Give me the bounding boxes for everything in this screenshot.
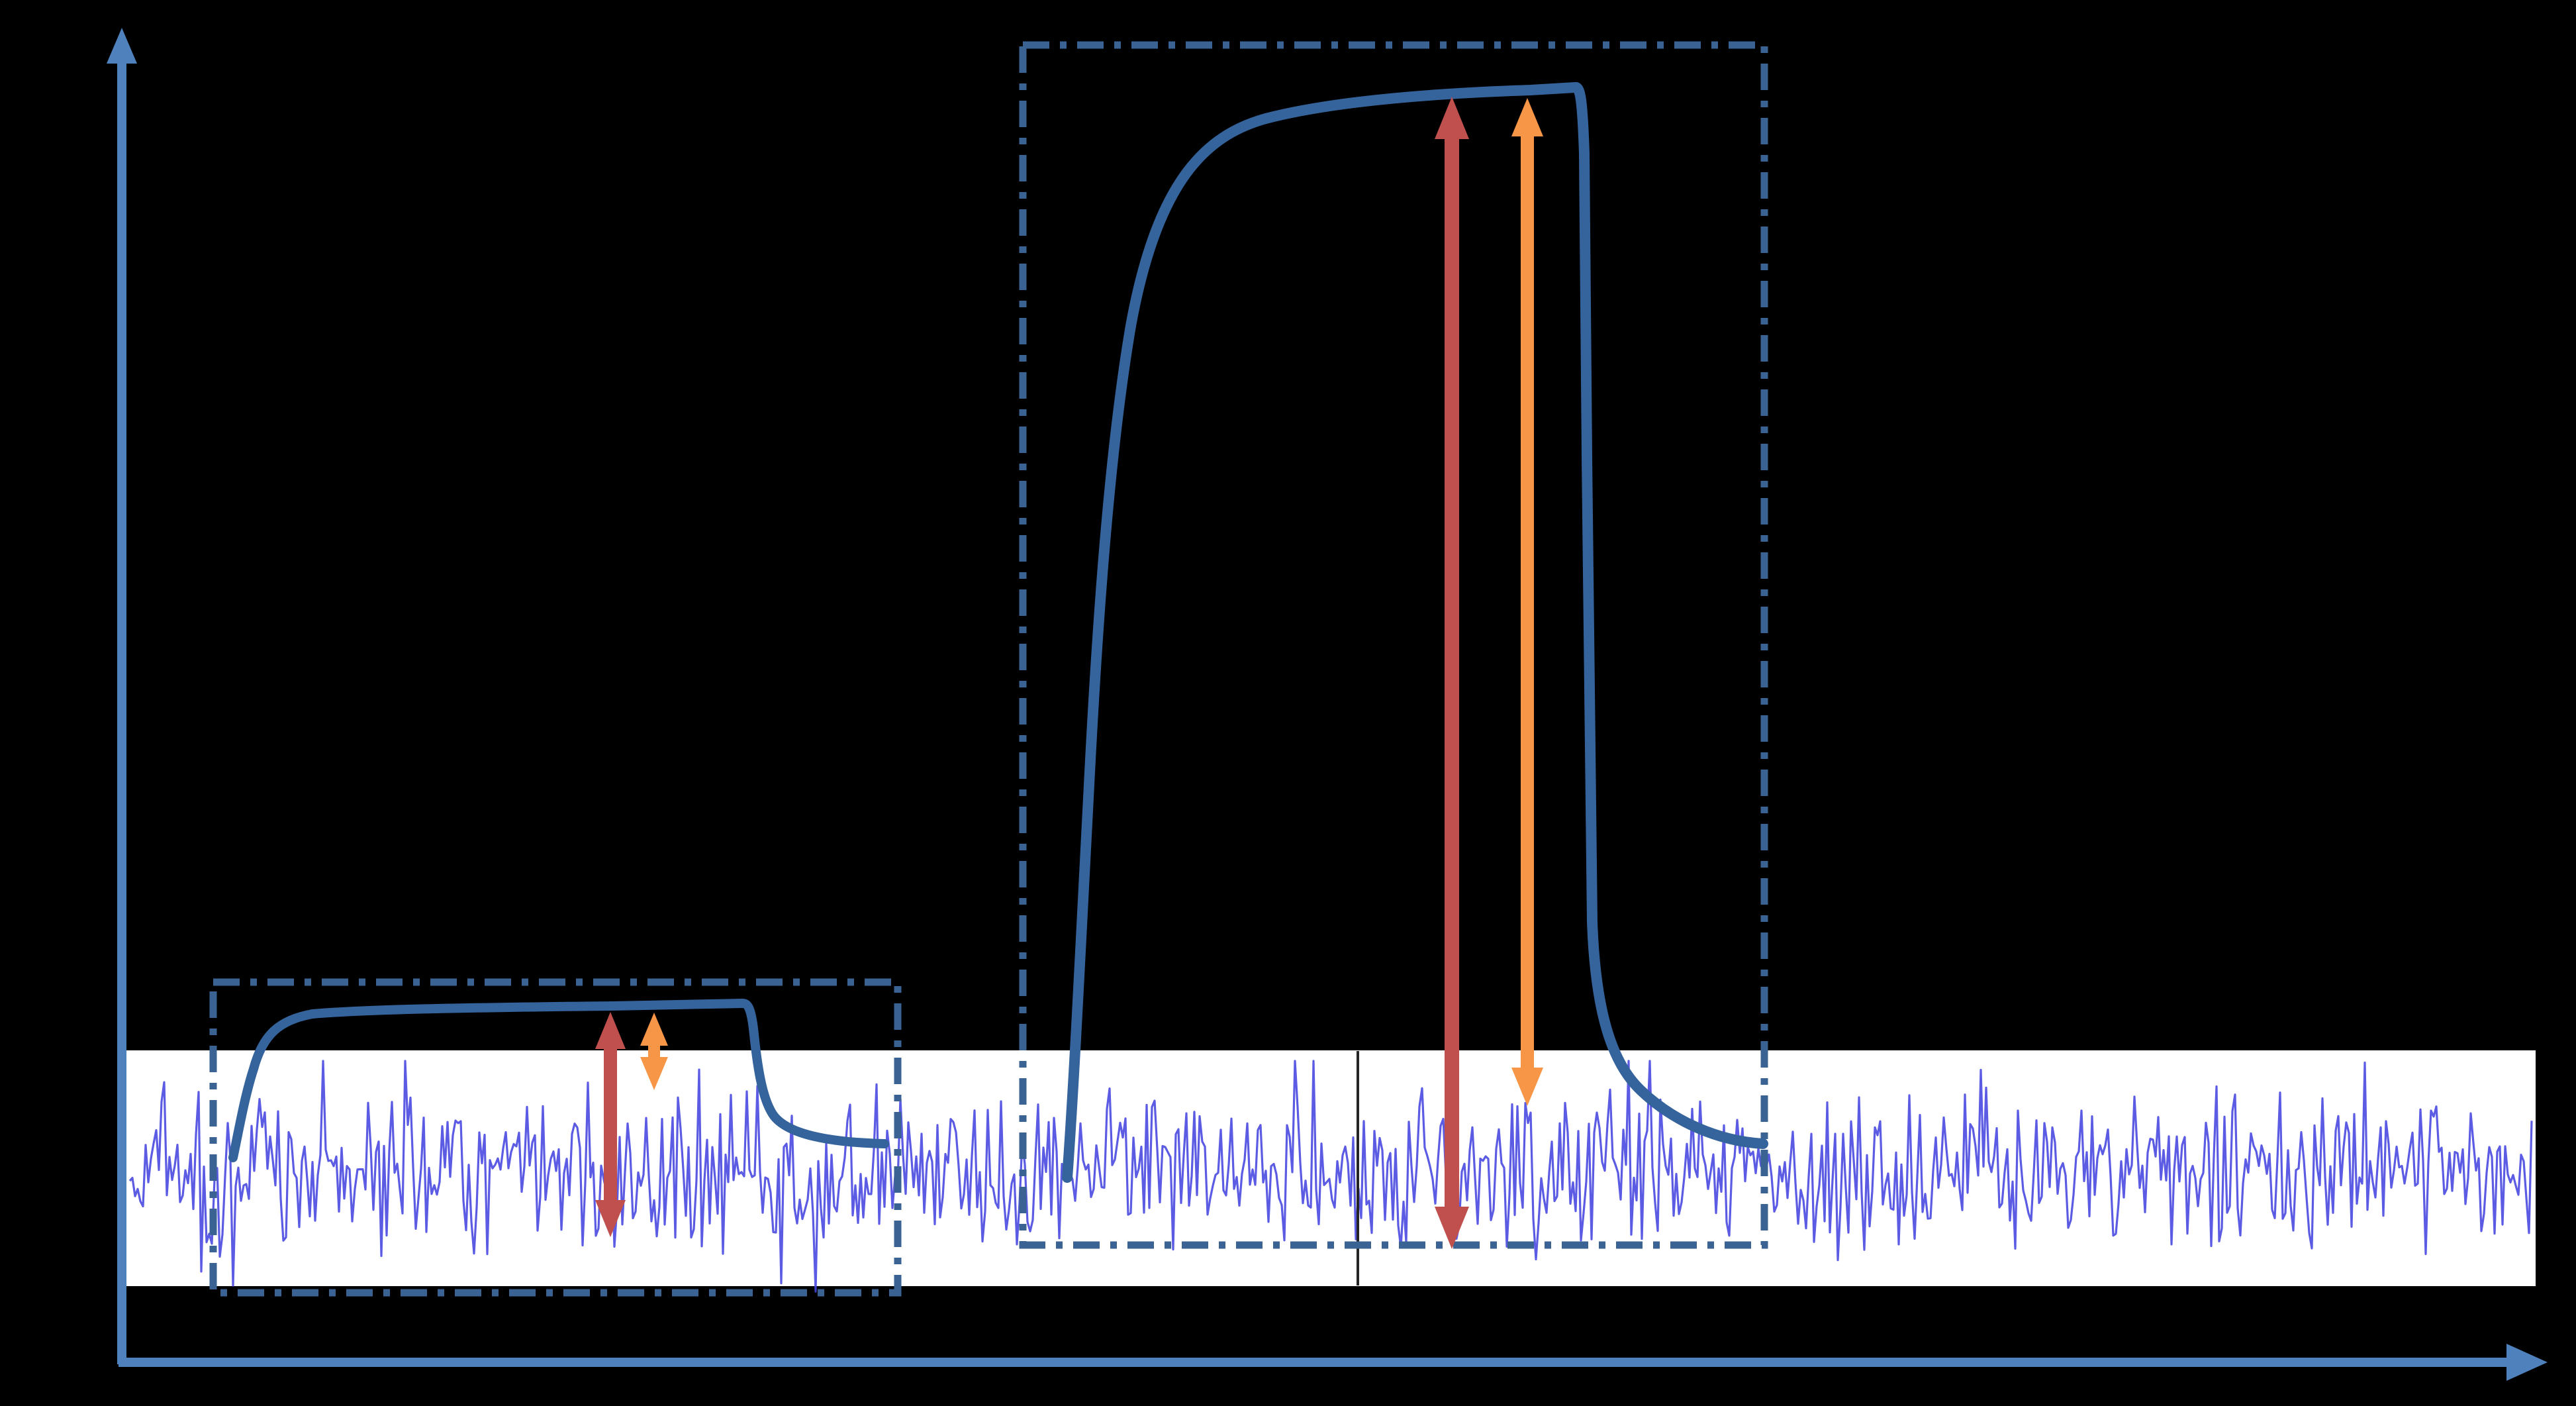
y-axis-arrowhead bbox=[107, 28, 137, 64]
roi-box-small-rect bbox=[209, 978, 902, 1297]
amplitude-arrow-large-red-head-up bbox=[1435, 97, 1469, 139]
amplitude-arrow-large-red-head-down bbox=[1435, 1207, 1469, 1249]
amplitude-arrow-small-orange-head-down bbox=[640, 1057, 668, 1090]
y-axis bbox=[107, 28, 137, 1364]
noise-trace bbox=[128, 1060, 2533, 1293]
amplitude-arrow-small-orange-head-up bbox=[640, 1013, 668, 1046]
noise-trace-polyline bbox=[128, 1060, 2533, 1293]
roi-box-large-rect bbox=[1019, 41, 1768, 1249]
pulse-curve-small-path bbox=[228, 999, 889, 1162]
amplitude-arrow-large-red bbox=[1435, 97, 1469, 1249]
amplitude-arrow-large-orange-head-up bbox=[1511, 98, 1543, 136]
amplitude-arrow-small-orange bbox=[640, 1013, 668, 1090]
x-axis-arrowhead bbox=[2506, 1344, 2548, 1381]
x-axis bbox=[119, 1344, 2548, 1381]
amplitude-arrow-small-red-head-up bbox=[595, 1012, 626, 1049]
amplitude-arrow-small-red bbox=[595, 1012, 626, 1237]
amplitude-arrow-large-orange bbox=[1511, 98, 1543, 1106]
roi-box-small bbox=[209, 978, 902, 1297]
pulse-curve-small bbox=[228, 999, 889, 1162]
pulse-curve-large-path bbox=[1062, 82, 1768, 1183]
amplitude-arrow-small-red-head-down bbox=[595, 1200, 626, 1237]
roi-box-large bbox=[1019, 41, 1768, 1249]
pulse-curve-large bbox=[1062, 82, 1768, 1183]
amplitude-arrow-large-orange-head-down bbox=[1511, 1068, 1543, 1106]
